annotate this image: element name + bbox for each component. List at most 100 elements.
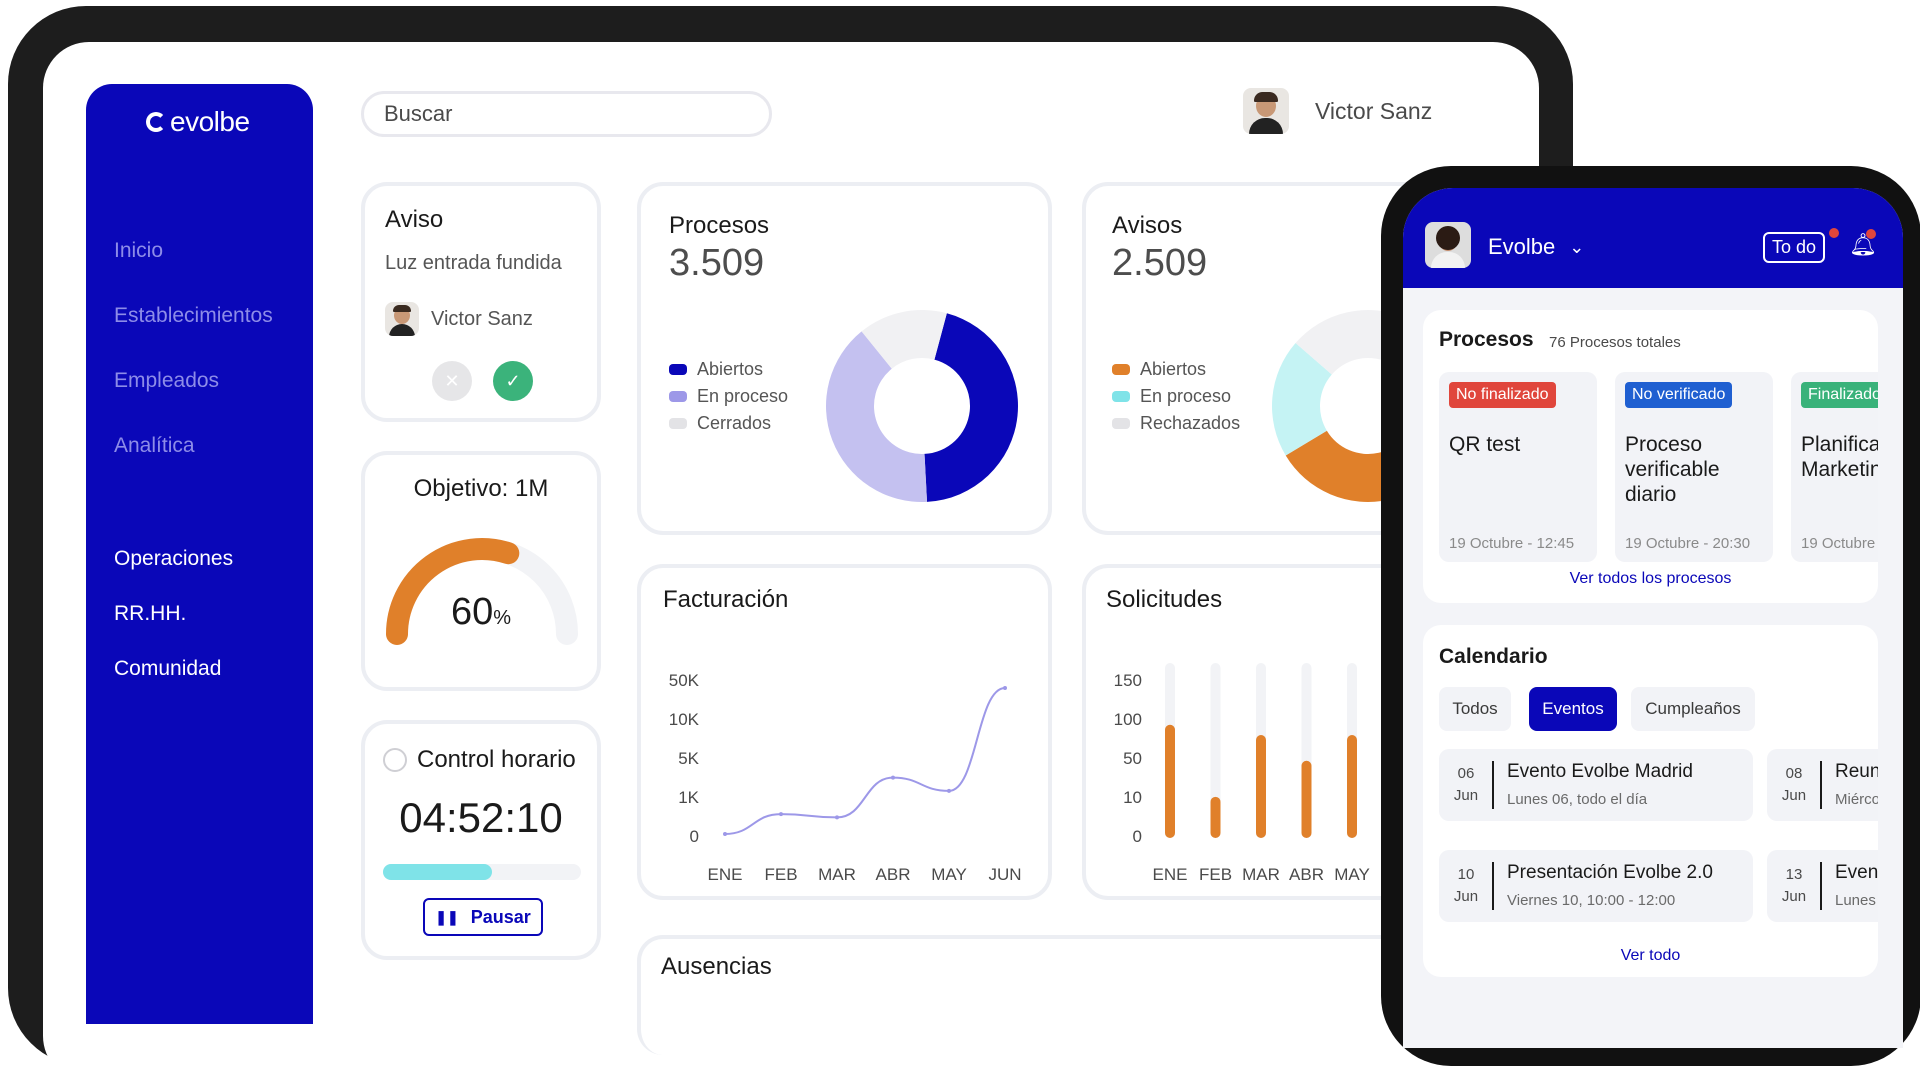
sidebar-item-empleados[interactable]: Empleados: [114, 369, 220, 392]
sidebar-item-analitica[interactable]: Analítica: [114, 434, 195, 457]
event-date: 08 Jun: [1779, 763, 1809, 807]
objetivo-title: Objetivo: 1M: [413, 475, 549, 502]
search-input[interactable]: Buscar: [361, 91, 772, 137]
event-divider: [1820, 862, 1822, 910]
event-month: Jun: [1453, 787, 1479, 804]
event-month: Jun: [1453, 888, 1479, 905]
legend-swatch: [669, 418, 687, 429]
control-horario-card: Control horario 04:52:10 ❚❚ Pausar: [361, 720, 601, 960]
sidebar-item-establecimientos[interactable]: Establecimientos: [114, 304, 273, 327]
legend-item: Rechazados: [1112, 410, 1240, 437]
chip-cumpleanos[interactable]: Cumpleaños: [1631, 687, 1755, 731]
procesos-title: Procesos: [669, 212, 770, 239]
sidebar-item-rrhh[interactable]: RR.HH.: [114, 602, 187, 625]
line-point: [891, 775, 895, 780]
process-date: 19 Octubre - 12:45: [1449, 535, 1575, 552]
phone-procesos-title: Procesos: [1439, 328, 1534, 351]
legend-label: Abiertos: [1140, 359, 1207, 379]
aviso-user: Victor Sanz: [431, 307, 533, 330]
y-tick-label: 0: [690, 827, 699, 846]
pause-icon: ❚❚: [435, 908, 459, 925]
close-icon: ✕: [444, 370, 460, 391]
chip-todos[interactable]: Todos: [1439, 687, 1511, 731]
phone-screen: Evolbe ⌄ To do 🔔︎ Procesos 76 Procesos t…: [1403, 188, 1903, 1048]
control-time: 04:52:10: [399, 794, 563, 841]
event-subtitle: Lunes: [1835, 892, 1876, 909]
check-icon: ✓: [505, 370, 521, 391]
legend-label: En proceso: [697, 386, 789, 406]
user-name: Victor Sanz: [1315, 97, 1433, 124]
event-day: 13: [1785, 866, 1803, 883]
x-tick-label: ENE: [1153, 865, 1188, 884]
chevron-down-icon: ⌄: [1569, 236, 1585, 257]
phone-calendario-card: Calendario Todos Eventos Cumpleaños 06 Ju…: [1423, 625, 1878, 977]
process-date: 19 Octubre - 20:30: [1625, 535, 1751, 552]
bar-ene: [1165, 724, 1175, 838]
line-point: [723, 832, 727, 836]
ver-todo-link[interactable]: Ver todo: [1620, 947, 1681, 964]
avatar: [1425, 222, 1471, 268]
org-selector[interactable]: Evolbe ⌄: [1488, 234, 1584, 260]
event-subtitle: Lunes 06, todo el día: [1507, 791, 1648, 808]
event-subtitle: Miércoles: [1835, 791, 1878, 808]
percent-value: 60: [450, 591, 494, 633]
donut-slice-en-proceso: [826, 331, 928, 502]
legend-item: Abiertos: [1112, 356, 1240, 383]
dismiss-button[interactable]: ✕: [432, 361, 472, 401]
legend-swatch: [669, 364, 687, 375]
event-item[interactable]: 13 Jun Evento Lunes: [1767, 850, 1878, 922]
sidebar-item-operaciones[interactable]: Operaciones: [114, 547, 234, 570]
y-tick-label: 5K: [678, 749, 699, 768]
y-tick-label: 1K: [678, 788, 699, 807]
avatar: [385, 302, 419, 336]
sidebar-item-comunidad[interactable]: Comunidad: [114, 657, 222, 680]
pause-button[interactable]: ❚❚ Pausar: [423, 898, 543, 936]
y-tick-label: 10: [1123, 788, 1142, 807]
objetivo-gauge: [386, 538, 578, 645]
org-name: Evolbe: [1488, 234, 1556, 259]
event-divider: [1492, 862, 1494, 910]
bell-notification-dot: [1866, 229, 1876, 239]
event-title: Evento: [1835, 862, 1878, 883]
brand-logo[interactable]: evolbe: [146, 106, 250, 138]
procesos-legend: Abiertos En proceso Cerrados: [669, 356, 788, 437]
legend-item: En proceso: [669, 383, 788, 410]
sidebar: evolbe Inicio Establecimientos Empleados…: [86, 84, 313, 1024]
process-card[interactable]: No verificado Proceso verificable diario…: [1615, 372, 1773, 562]
gauge-fill: [386, 538, 520, 645]
bar-feb: [1210, 796, 1221, 838]
legend-item: Cerrados: [669, 410, 788, 437]
avisos-total: 2.509: [1112, 242, 1208, 284]
line-point: [779, 812, 783, 817]
process-title: Planificación Marketing: [1801, 433, 1878, 481]
process-card[interactable]: No finalizado QR test 19 Octubre - 12:45: [1439, 372, 1597, 562]
calendario-title: Calendario: [1439, 645, 1548, 668]
event-item[interactable]: 08 Jun Reunión Miércoles: [1767, 749, 1878, 821]
todo-notification-dot: [1829, 228, 1839, 238]
ver-procesos-link[interactable]: Ver todos los procesos: [1569, 570, 1732, 587]
brand-name: evolbe: [170, 106, 250, 137]
event-month: Jun: [1781, 787, 1807, 804]
x-tick-label: MAR: [1242, 865, 1280, 884]
x-tick-label: ABR: [1289, 865, 1324, 884]
todo-button[interactable]: To do: [1763, 232, 1826, 263]
pause-label: Pausar: [470, 906, 531, 927]
sidebar-item-inicio[interactable]: Inicio: [114, 239, 164, 262]
legend-swatch: [1112, 364, 1130, 375]
process-date: 19 Octubre: [1801, 535, 1876, 552]
legend-item: Abiertos: [669, 356, 788, 383]
user-menu[interactable]: Victor Sanz: [1243, 88, 1432, 134]
facturacion-title: Facturación: [663, 586, 789, 613]
event-item[interactable]: 10 Jun Presentación Evolbe 2.0 Viernes 10…: [1439, 850, 1753, 922]
control-progress-track: [383, 864, 581, 880]
process-card[interactable]: Finalizado Planificación Marketing 19 Oc…: [1791, 372, 1878, 562]
event-item[interactable]: 06 Jun Evento Evolbe Madrid Lunes 06, tod…: [1439, 749, 1753, 821]
confirm-button[interactable]: ✓: [493, 361, 533, 401]
bar-may: [1347, 735, 1357, 838]
process-title: Proceso verificable diario: [1625, 433, 1720, 506]
chip-eventos[interactable]: Eventos: [1529, 687, 1617, 731]
logo-icon: [146, 112, 166, 132]
ausencias-title: Ausencias: [661, 953, 772, 980]
y-tick-label: 50K: [669, 671, 700, 690]
